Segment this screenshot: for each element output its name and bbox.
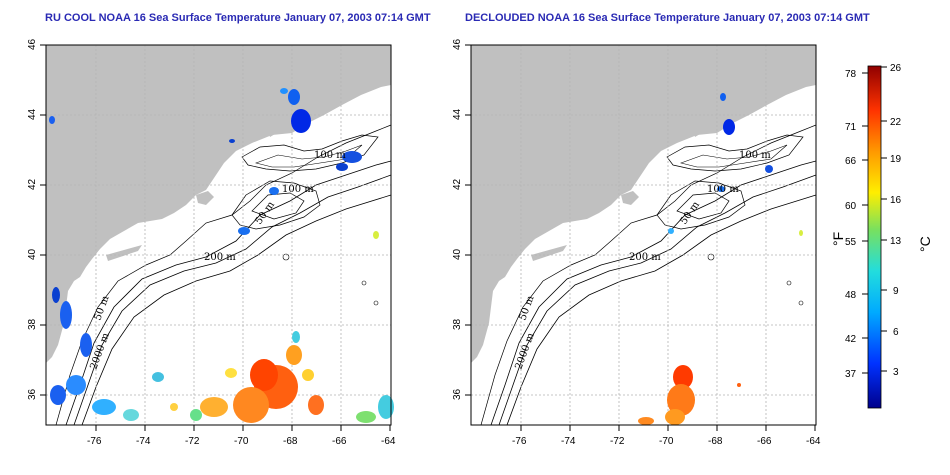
fahrenheit-unit-label: °F [830,232,846,246]
fahrenheit-tick: 48 [845,290,857,301]
lon-tick: -66 [757,436,772,447]
contour-label-100m-b: 100 m [282,184,314,195]
lat-tick: 44 [452,108,463,120]
left-sst-patches [49,88,394,423]
celsius-tick: 16 [890,195,902,206]
celsius-tick: 9 [893,286,899,297]
left-lat-axis: 36 38 40 42 44 46 [27,38,46,400]
lon-tick: -66 [332,436,347,447]
lon-tick: -64 [806,436,821,447]
fahrenheit-tick: 37 [845,369,857,380]
lat-tick: 36 [27,388,38,400]
contour-label-200m: 200 m [204,252,236,263]
lon-tick: -76 [512,436,527,447]
fahrenheit-tick: 66 [845,156,857,167]
fahrenheit-tick: 78 [845,69,857,80]
right-lat-axis: 36 38 40 42 44 46 [452,38,471,400]
lat-tick: 38 [27,318,38,330]
fahrenheit-tick: 42 [845,334,857,345]
lon-tick: -74 [561,436,576,447]
contour-label-100m-b: 100 m [707,184,739,195]
temperature-colorbar: 78 71 66 60 55 48 42 37 26 22 19 16 13 9… [830,63,933,409]
contour-label-100m-a: 100 m [314,150,346,161]
lon-tick: -74 [136,436,151,447]
fahrenheit-tick: 55 [845,237,857,248]
celsius-tick: 19 [890,154,902,165]
left-lon-axis: -76 -74 -72 -70 -68 -66 -64 [87,425,396,447]
lat-tick: 44 [27,108,38,120]
lat-tick: 46 [452,38,463,50]
lon-tick: -72 [610,436,625,447]
right-map-title: DECLOUDED NOAA 16 Sea Surface Temperatur… [465,12,870,24]
celsius-tick: 6 [893,327,899,338]
lon-tick: -70 [234,436,249,447]
right-sst-patches [638,93,803,425]
lat-tick: 42 [27,178,38,190]
lat-tick: 40 [27,248,38,260]
celsius-tick: 3 [893,367,899,378]
fahrenheit-tick: 71 [845,122,857,133]
lat-tick: 42 [452,178,463,190]
contour-label-200m: 200 m [629,252,661,263]
celsius-unit-label: °C [917,236,933,252]
lon-tick: -72 [185,436,200,447]
lon-tick: -68 [708,436,723,447]
lat-tick: 40 [452,248,463,260]
lon-tick: -64 [381,436,396,447]
celsius-tick: 22 [890,117,902,128]
celsius-tick: 13 [890,236,902,247]
left-map: 100 m 100 m 50 m 200 m 50 m 2000 m [45,44,394,426]
lon-tick: -70 [659,436,674,447]
right-lon-axis: -76 -74 -72 -70 -68 -66 -64 [512,425,821,447]
left-map-title: RU COOL NOAA 16 Sea Surface Temperature … [45,12,431,24]
lat-tick: 36 [452,388,463,400]
right-map: 100 m 100 m 50 m 200 m 50 m 2000 m [470,44,817,426]
lon-tick: -68 [283,436,298,447]
lon-tick: -76 [87,436,102,447]
lat-tick: 38 [452,318,463,330]
lat-tick: 46 [27,38,38,50]
contour-label-100m-a: 100 m [739,150,771,161]
fahrenheit-tick: 60 [845,201,857,212]
celsius-tick: 26 [890,63,902,74]
